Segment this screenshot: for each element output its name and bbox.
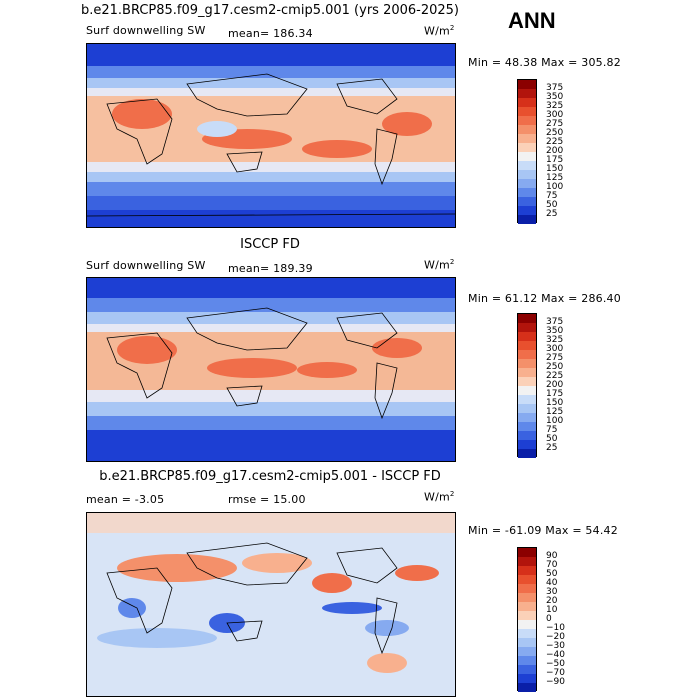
- panel1-units: W/m2: [424, 24, 455, 38]
- panel3-map-field: [87, 513, 455, 696]
- cbar-label: 275: [546, 119, 564, 129]
- panel3-units: W/m2: [424, 490, 455, 504]
- panel2-mean-label: mean= 189.39: [228, 262, 313, 275]
- panel2-map-field: [87, 278, 455, 461]
- cbar-label: 50: [546, 434, 558, 444]
- cbar-label: 25: [546, 443, 558, 453]
- cbar-label: 375: [546, 317, 564, 327]
- panel2-variable-label: Surf downwelling SW: [86, 259, 206, 272]
- cbar-label: 350: [546, 92, 564, 102]
- panel1-map-field: [87, 44, 455, 227]
- panel3-map: [86, 512, 456, 697]
- cbar-label: −10: [546, 623, 565, 633]
- cbar-label: 0: [546, 614, 552, 624]
- cbar-label: 125: [546, 173, 564, 183]
- cbar-label: 70: [546, 560, 558, 570]
- cbar-label: 300: [546, 110, 564, 120]
- cbar-label: −90: [546, 677, 565, 687]
- cbar-label: 40: [546, 578, 558, 588]
- cbar-label: −20: [546, 632, 565, 642]
- cbar-label: 10: [546, 605, 558, 615]
- panel1-minmax: Min = 48.38 Max = 305.82: [468, 56, 621, 69]
- panel3-minmax: Min = -61.09 Max = 54.42: [468, 524, 618, 537]
- cbar-label: 325: [546, 101, 564, 111]
- cbar-label: −30: [546, 641, 565, 651]
- panel2-colorbar: [517, 313, 537, 458]
- cbar-label: 175: [546, 389, 564, 399]
- cbar-label: −70: [546, 668, 565, 678]
- cbar-label: 100: [546, 182, 564, 192]
- cbar-label: 90: [546, 551, 558, 561]
- panel1-colorbar: [517, 79, 537, 224]
- cbar-label: 150: [546, 164, 564, 174]
- cbar-label: 250: [546, 128, 564, 138]
- cbar-label: 75: [546, 425, 558, 435]
- cbar-label: 125: [546, 407, 564, 417]
- panel2-map: [86, 277, 456, 462]
- cbar-label: 75: [546, 191, 558, 201]
- cbar-label: 100: [546, 416, 564, 426]
- panel1-title: b.e21.BRCP85.f09_g17.cesm2-cmip5.001 (yr…: [80, 3, 459, 18]
- cbar-label: −40: [546, 650, 565, 660]
- cbar-label: 225: [546, 137, 564, 147]
- panel1-mean-label: mean= 186.34: [228, 27, 313, 40]
- panel2-units: W/m2: [424, 258, 455, 272]
- cbar-label: 30: [546, 587, 558, 597]
- panel2-minmax: Min = 61.12 Max = 286.40: [468, 292, 621, 305]
- cbar-label: 225: [546, 371, 564, 381]
- cbar-label: 200: [546, 380, 564, 390]
- panel3-title: b.e21.BRCP85.f09_g17.cesm2-cmip5.001 - I…: [99, 469, 441, 484]
- season-label: ANN: [508, 8, 556, 33]
- cbar-label: 300: [546, 344, 564, 354]
- cbar-label: 25: [546, 209, 558, 219]
- cbar-label: 50: [546, 569, 558, 579]
- cbar-label: 150: [546, 398, 564, 408]
- panel1-variable-label: Surf downwelling SW: [86, 24, 206, 37]
- panel1-map: [86, 43, 456, 228]
- panel3-colorbar: [517, 547, 537, 692]
- cbar-label: 250: [546, 362, 564, 372]
- panel2-title: ISCCP FD: [240, 237, 300, 252]
- cbar-label: −50: [546, 659, 565, 669]
- panel3-mean-label: mean = -3.05: [86, 493, 165, 506]
- cbar-label: 175: [546, 155, 564, 165]
- cbar-label: 350: [546, 326, 564, 336]
- cbar-label: 20: [546, 596, 558, 606]
- cbar-label: 50: [546, 200, 558, 210]
- cbar-label: 275: [546, 353, 564, 363]
- cbar-label: 325: [546, 335, 564, 345]
- cbar-label: 375: [546, 83, 564, 93]
- panel3-rmse-label: rmse = 15.00: [228, 493, 306, 506]
- cbar-label: 200: [546, 146, 564, 156]
